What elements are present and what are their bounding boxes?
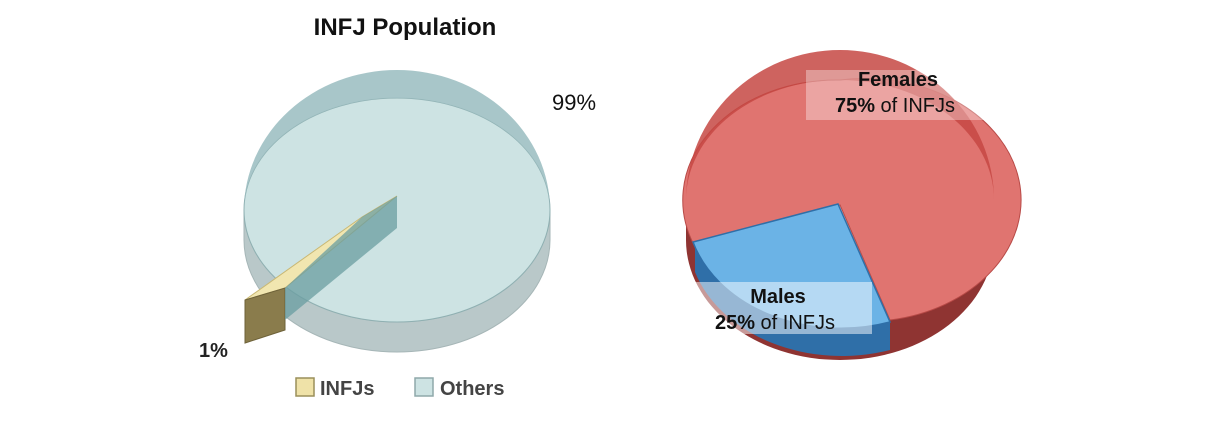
females-slice-rim [686, 50, 994, 200]
males-pct: 25% [715, 312, 755, 334]
females-label-box [806, 70, 986, 120]
infjs-pct-label: 1% [199, 340, 228, 362]
legend-label-others: Others [440, 378, 504, 400]
legend: INFJs Others [295, 377, 504, 400]
legend-swatch-others [414, 377, 434, 397]
legend-label-infjs: INFJs [320, 378, 374, 400]
males-label: Males [750, 286, 806, 308]
males-pct-label: 25% of INFJs [715, 312, 835, 334]
females-pct-suffix: of INFJs [875, 95, 955, 117]
others-pct-label: 99% [552, 90, 596, 115]
females-pct: 75% [835, 95, 875, 117]
females-label: Females [858, 69, 938, 91]
others-slice-rim [244, 70, 550, 210]
females-pct-label: 75% of INFJs [835, 95, 955, 117]
infjs-slice-side [244, 287, 286, 344]
legend-swatch-infjs [295, 377, 315, 397]
chart-title: INFJ Population [314, 14, 497, 41]
right-pie: Females 75% of INFJs Males 25% of INFJs [682, 50, 1022, 360]
infjs-slice-wall [285, 196, 397, 320]
left-pie: 99% 1% [199, 70, 596, 362]
males-pct-suffix: of INFJs [755, 312, 835, 334]
males-label-box [690, 282, 872, 334]
